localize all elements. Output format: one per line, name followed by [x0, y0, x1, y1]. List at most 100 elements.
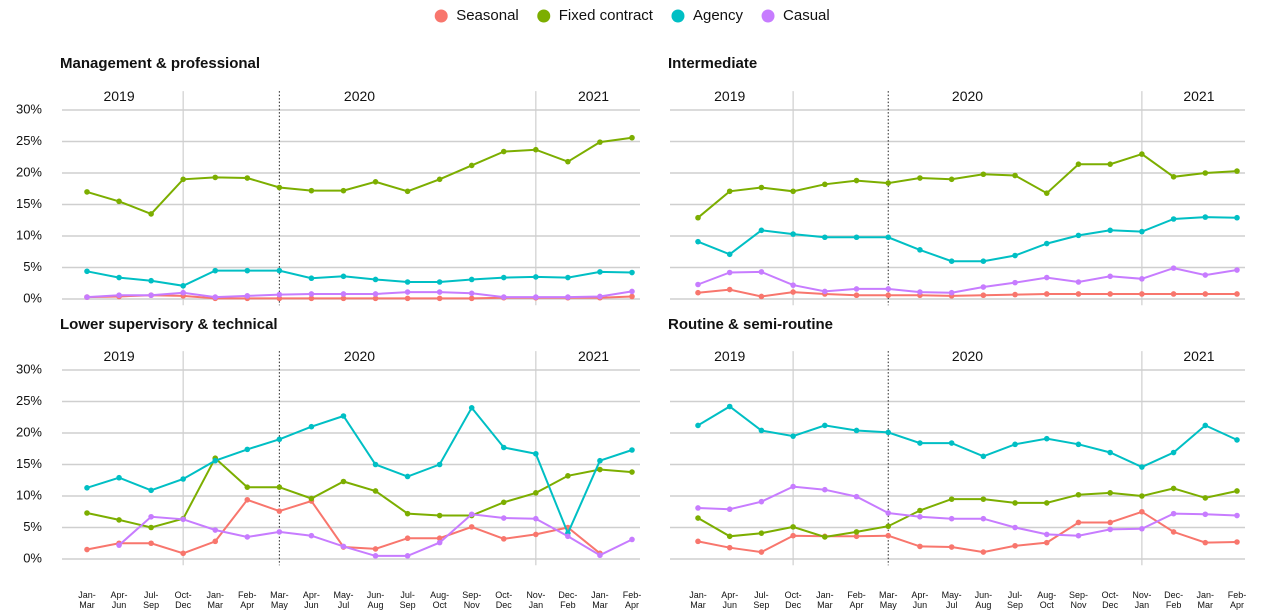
data-point — [980, 496, 987, 502]
data-point — [948, 544, 955, 550]
data-point — [308, 495, 315, 502]
data-point — [822, 288, 828, 295]
data-point — [308, 532, 315, 539]
panel-title: Management & professional — [60, 55, 260, 72]
data-point — [790, 282, 796, 288]
data-point — [404, 289, 411, 295]
data-point — [148, 277, 154, 284]
data-point — [1012, 252, 1018, 259]
y-tick-label: 30% — [16, 361, 42, 376]
data-point — [84, 294, 90, 300]
data-point — [790, 289, 796, 295]
data-point — [180, 516, 186, 523]
data-point — [340, 295, 347, 302]
data-point — [1043, 500, 1050, 506]
data-point — [1043, 435, 1050, 442]
data-point — [980, 549, 987, 555]
y-tick-label: 0% — [23, 290, 42, 305]
series-line — [697, 267, 1238, 294]
data-point — [790, 188, 796, 195]
data-point — [1170, 529, 1177, 535]
data-point — [629, 269, 635, 276]
x-tick-label: Oct-Dec — [1102, 590, 1119, 610]
data-point — [980, 453, 987, 460]
data-point — [565, 158, 571, 165]
y-tick-label: 5% — [23, 519, 42, 534]
data-point — [340, 413, 347, 419]
x-tick-label: Apr-Jun — [111, 590, 128, 610]
data-point — [695, 289, 701, 296]
data-point — [276, 291, 283, 298]
data-point — [948, 289, 955, 296]
data-point — [308, 295, 315, 302]
data-point — [500, 444, 507, 451]
data-point — [340, 478, 347, 485]
data-point — [372, 546, 379, 552]
data-point — [1202, 170, 1209, 176]
x-tick-label: Jan-Mar — [1197, 590, 1215, 610]
data-point — [1075, 532, 1082, 539]
series-line — [86, 290, 633, 299]
data-point — [822, 181, 828, 188]
x-tick-label: Nov-Jan — [1132, 590, 1151, 610]
data-point — [695, 281, 701, 288]
data-point — [276, 508, 283, 514]
data-point — [468, 276, 475, 283]
data-point — [276, 184, 283, 191]
data-point — [212, 267, 219, 274]
data-point — [822, 422, 828, 429]
data-point — [340, 543, 347, 550]
data-point — [1202, 495, 1209, 501]
data-point — [565, 533, 571, 540]
x-tick-label: May-Jul — [942, 590, 962, 610]
data-point — [84, 268, 90, 275]
data-point — [1043, 240, 1050, 247]
data-point — [1043, 190, 1050, 196]
data-point — [1043, 291, 1050, 297]
data-point — [180, 476, 186, 482]
data-point — [404, 279, 411, 285]
x-tick-label: Jan-Mar — [206, 590, 224, 610]
data-point — [853, 493, 860, 500]
data-point — [853, 286, 860, 292]
data-point — [372, 291, 379, 297]
legend-label: Fixed contract — [559, 7, 654, 24]
x-tick-label: Aug-Oct — [430, 590, 449, 610]
y-tick-label: 0% — [23, 550, 42, 565]
data-point — [980, 515, 987, 522]
data-point — [695, 505, 701, 511]
data-point — [276, 484, 283, 490]
x-tick-label: Jul-Sep — [143, 590, 159, 610]
data-point — [565, 294, 571, 300]
series-line — [86, 456, 633, 529]
data-point — [597, 293, 603, 300]
data-point — [822, 534, 828, 540]
data-point — [1012, 542, 1018, 549]
x-tick-label: Oct-Dec — [785, 590, 802, 610]
data-point — [84, 485, 90, 491]
data-point — [212, 527, 219, 533]
x-tick-label: Jan-Mar — [591, 590, 609, 610]
data-point — [1075, 519, 1082, 526]
x-tick-label: Sep-Nov — [462, 590, 481, 610]
data-point — [533, 531, 539, 538]
data-point — [758, 549, 765, 555]
data-point — [597, 269, 603, 275]
data-point — [948, 440, 955, 446]
y-tick-label: 10% — [16, 487, 42, 502]
data-point — [404, 553, 411, 559]
data-point — [468, 405, 475, 411]
data-point — [340, 187, 347, 194]
data-point — [500, 274, 507, 281]
data-point — [468, 511, 475, 518]
data-point — [597, 139, 603, 145]
data-point — [1139, 291, 1145, 297]
x-tick-label: Feb-Apr — [1228, 590, 1247, 610]
data-point — [597, 466, 603, 473]
series-line — [697, 405, 1238, 469]
y-tick-label: 20% — [16, 424, 42, 439]
data-point — [500, 294, 507, 300]
data-point — [885, 510, 892, 516]
data-point — [1234, 267, 1240, 273]
x-tick-label: Nov-Jan — [526, 590, 545, 610]
